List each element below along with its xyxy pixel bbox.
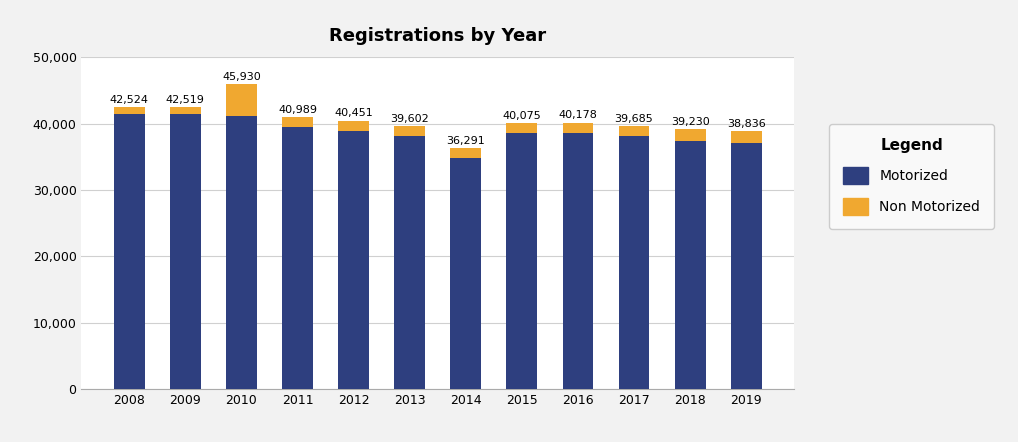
Bar [338,121,370,131]
Text: 45,930: 45,930 [222,72,261,82]
Bar [619,126,649,136]
Bar [450,158,482,389]
Text: 36,291: 36,291 [447,136,486,146]
Bar [675,141,705,389]
Bar [226,84,257,116]
Text: 39,230: 39,230 [671,117,710,126]
Title: Registrations by Year: Registrations by Year [329,27,547,45]
Text: 39,685: 39,685 [615,114,654,123]
Bar [675,129,705,141]
Bar [114,114,145,389]
Bar [563,133,593,389]
Text: 42,524: 42,524 [110,95,149,105]
Bar [450,149,482,158]
Bar [506,123,538,133]
Text: 40,075: 40,075 [503,111,542,121]
Text: 38,836: 38,836 [727,119,766,129]
Bar [282,117,313,127]
Bar [563,122,593,133]
Bar [731,131,761,143]
Text: 40,178: 40,178 [559,110,598,120]
Bar [619,136,649,389]
Bar [394,136,426,389]
Bar [226,116,257,389]
Bar [731,143,761,389]
Bar [170,107,201,114]
Bar [114,107,145,114]
Bar [394,126,426,136]
Bar [506,133,538,389]
Bar [170,114,201,389]
Text: 39,602: 39,602 [390,114,429,124]
Legend: Motorized, Non Motorized: Motorized, Non Motorized [830,124,995,229]
Text: 42,519: 42,519 [166,95,205,105]
Bar [282,127,313,389]
Bar [338,131,370,389]
Text: 40,989: 40,989 [278,105,317,115]
Text: 40,451: 40,451 [334,108,373,118]
